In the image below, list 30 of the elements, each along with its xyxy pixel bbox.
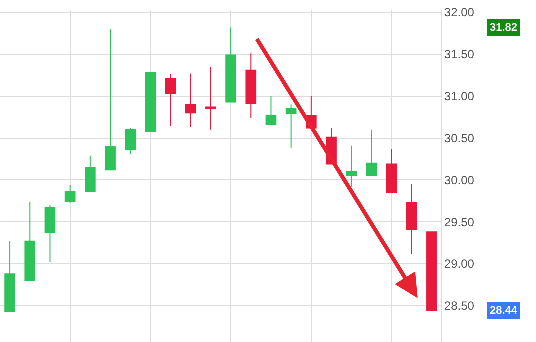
- candlestick: [145, 72, 156, 132]
- text: 31.82: [490, 22, 518, 34]
- candlestick: [84, 155, 96, 192]
- y-tick-label: 30.00: [444, 173, 475, 188]
- text: 28.44: [490, 305, 518, 317]
- candlestick: [185, 73, 196, 128]
- candlestick: [246, 53, 257, 119]
- y-tick-label: 32.00: [444, 6, 475, 20]
- candlestick: [105, 28, 116, 171]
- candlestick: [64, 184, 76, 204]
- y-tick-label: 31.50: [444, 48, 475, 62]
- y-tick-label: 30.50: [444, 131, 475, 146]
- y-tick-label: 29.00: [444, 257, 475, 272]
- candlestick: [426, 232, 438, 312]
- candlestick: [346, 145, 358, 188]
- candlestick: [165, 74, 176, 128]
- y-tick-label: 29.50: [444, 215, 475, 230]
- candlestick: [125, 128, 136, 155]
- candlestick: [206, 66, 216, 130]
- y-tick-label: 31.00: [444, 90, 475, 104]
- candlestick: [386, 148, 398, 194]
- candlestick: [4, 240, 16, 312]
- candlestick: [266, 96, 277, 126]
- y-tick-label: 28.50: [444, 299, 475, 314]
- candlestick: [44, 204, 56, 263]
- candlestick: [24, 201, 36, 282]
- candlestick: [226, 27, 236, 103]
- candlestick: [366, 129, 378, 176]
- candlestick: [286, 104, 297, 149]
- candlestick: [406, 184, 418, 254]
